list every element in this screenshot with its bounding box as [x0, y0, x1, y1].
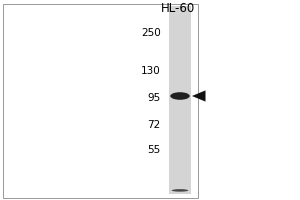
Ellipse shape: [172, 189, 188, 192]
Text: HL-60: HL-60: [161, 2, 196, 16]
Text: 250: 250: [141, 28, 160, 38]
Polygon shape: [192, 90, 206, 102]
Text: 130: 130: [141, 66, 160, 76]
Bar: [3, 4, 198, 198]
Text: 72: 72: [147, 120, 161, 130]
Text: 55: 55: [147, 145, 161, 155]
Text: 95: 95: [147, 93, 161, 103]
Bar: [169, 6, 190, 194]
Ellipse shape: [170, 92, 190, 100]
